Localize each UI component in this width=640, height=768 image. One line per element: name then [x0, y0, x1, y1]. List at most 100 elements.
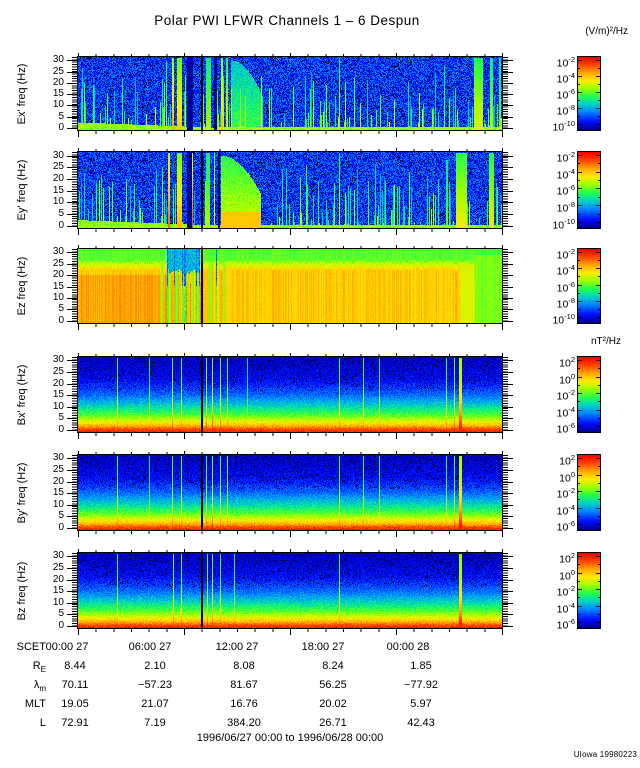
magnetic-unit-label: nT²/Hz [591, 336, 621, 347]
colorbar-tick [578, 556, 582, 557]
colorbar-tick-label: 10-8 [556, 103, 575, 118]
y-tick-label: 15 [52, 487, 64, 499]
colorbar-minor-tick [578, 482, 580, 484]
colorbar-tick-label: 10-2 [556, 486, 575, 501]
x-major-tick [78, 549, 79, 553]
x-major-tick [184, 353, 185, 357]
ephemeris-value: 7.19 [144, 717, 166, 729]
colorbar-tick [596, 205, 600, 207]
colorbar-minor-tick [598, 213, 600, 215]
y-tick-label: 30 [52, 452, 64, 464]
y-axis-minor-ticks [72, 249, 77, 323]
y-major-tick [503, 155, 513, 157]
colorbar-tick [596, 524, 600, 525]
y-axis-minor-ticks [503, 553, 508, 628]
ephemeris-row-label-mlt: MLT [24, 698, 46, 710]
y-tick-label: 20 [52, 475, 64, 487]
y-major-tick [503, 406, 513, 408]
colorbar-minor-tick [598, 564, 600, 566]
ephemeris-value: 8.24 [322, 660, 344, 672]
colorbar-tick [596, 76, 600, 78]
colorbar-bz [578, 553, 600, 628]
y-axis-minor-ticks [503, 455, 508, 530]
y-tick-label: 25 [52, 562, 64, 573]
x-major-tick [290, 433, 291, 439]
colorbar-minor-tick [598, 368, 600, 370]
ephemeris-row-label-r: RE [32, 660, 46, 675]
colorbar-tick [596, 376, 600, 378]
colorbar-minor-tick [598, 100, 600, 102]
y-tick-label: 15 [52, 585, 64, 597]
x-major-tick [396, 451, 397, 455]
y-major-tick [503, 190, 513, 192]
colorbar-tick [578, 252, 582, 253]
colorbar-tick [578, 524, 582, 525]
colorbar-ex [578, 57, 600, 130]
colorbar-tick-label: 10-4 [556, 502, 575, 517]
colorbar-tick-label: 10-2 [556, 584, 575, 599]
colorbar-minor-tick [578, 292, 580, 294]
colorbar-tick [578, 60, 582, 61]
colorbar-tick [596, 124, 600, 126]
colorbar-tick-label: 10-2 [556, 150, 575, 165]
y-major-tick [503, 360, 513, 362]
colorbar-ez [578, 249, 600, 323]
ephemeris-value: 12:00 27 [215, 641, 259, 653]
y-major-tick [503, 94, 513, 96]
colorbar-minor-tick [598, 401, 600, 403]
x-major-tick [290, 353, 291, 357]
colorbar-tick [596, 458, 600, 459]
y-tick-label: 15 [52, 389, 64, 401]
colorbar-tick [596, 426, 600, 427]
y-tick-label: 5 [58, 110, 64, 122]
y-major-tick [503, 225, 513, 227]
colorbar-tick-label: 10-10 [552, 216, 575, 232]
colorbar-tick [578, 572, 582, 574]
x-major-tick [290, 245, 291, 249]
colorbar-minor-tick [598, 515, 600, 517]
colorbar-minor-tick [578, 260, 580, 262]
colorbar-minor-tick [578, 466, 580, 468]
colorbar-minor-tick [598, 580, 600, 582]
y-major-tick [503, 493, 513, 495]
x-major-tick [396, 433, 397, 439]
x-major-tick [396, 131, 397, 137]
y-tick-label: 0 [58, 314, 64, 326]
x-major-tick [78, 148, 79, 152]
colorbar-minor-tick [598, 196, 600, 198]
x-major-tick [502, 353, 503, 357]
y-tick-label: 10 [52, 596, 64, 608]
colorbar-tick [578, 268, 582, 270]
y-axis-minor-ticks [72, 152, 77, 228]
colorbar-tick [596, 284, 600, 286]
y-major-tick [503, 202, 513, 204]
y-major-tick [503, 516, 513, 518]
ephemeris-value: 1.85 [410, 660, 432, 672]
colorbar-tick [596, 188, 600, 190]
colorbar-minor-tick [578, 515, 580, 517]
colorbar-tick-label: 10-4 [556, 600, 575, 615]
colorbar-tick [578, 360, 582, 361]
colorbar-tick [596, 360, 600, 361]
x-major-tick [290, 131, 291, 137]
y-tick-label: 10 [52, 400, 64, 412]
colorbar-minor-tick [578, 116, 580, 118]
y-major-tick [503, 167, 513, 169]
colorbar-tick-label: 100 [559, 371, 575, 386]
colorbar-tick [596, 605, 600, 607]
colorbar-minor-tick [578, 499, 580, 501]
x-major-tick [184, 148, 185, 152]
colorbar-tick [596, 221, 600, 223]
colorbar-by [578, 455, 600, 530]
colorbar-tick [578, 108, 582, 110]
colorbar-minor-tick [578, 180, 580, 182]
ephemeris-row-label-scet: SCET [16, 641, 46, 653]
colorbar-tick-label: 10-6 [556, 519, 575, 534]
y-tick-label: 5 [58, 510, 64, 522]
y-major-tick [503, 71, 513, 73]
y-tick-label: 20 [52, 573, 64, 585]
y-major-tick [503, 395, 513, 397]
y-tick-label: 20 [52, 377, 64, 389]
y-major-tick [503, 275, 513, 277]
